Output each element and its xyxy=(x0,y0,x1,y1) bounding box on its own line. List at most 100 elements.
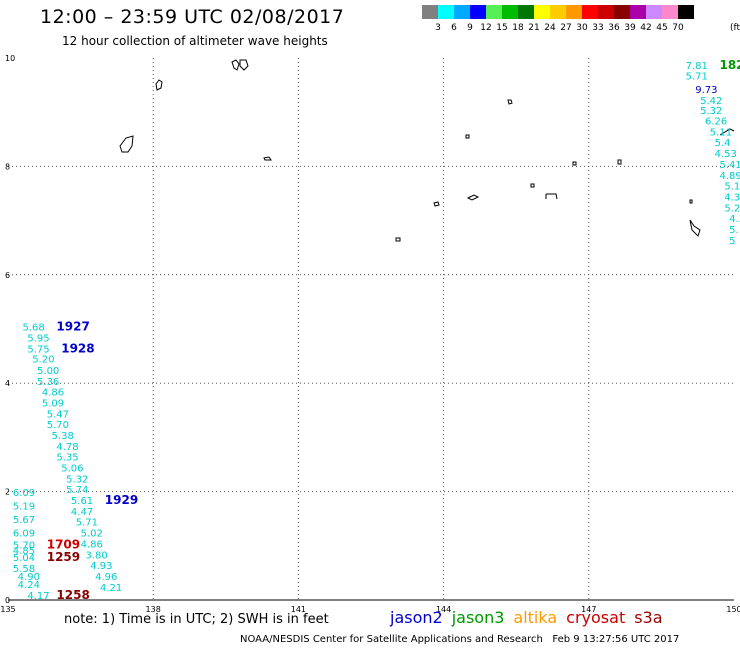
swh-label: 4.85 xyxy=(13,546,35,557)
swh-label: 4.90 xyxy=(18,572,40,583)
legend-label: 33 xyxy=(592,23,604,33)
island-outline xyxy=(719,128,735,136)
swh-label: 4.17 xyxy=(27,591,49,602)
legend-label: 15 xyxy=(496,23,508,33)
legend-swatch xyxy=(566,5,582,19)
swh-label: 5.75 xyxy=(27,344,49,355)
island-outline xyxy=(545,193,558,200)
island-outline xyxy=(572,161,577,166)
legend-label: 27 xyxy=(560,23,572,33)
legend-swatch xyxy=(438,5,454,19)
time-label: 1927 xyxy=(56,320,89,334)
island-outline xyxy=(395,237,401,242)
island-outline xyxy=(119,135,134,153)
swh-label: 5.2 xyxy=(724,203,740,214)
swh-label: 4.53 xyxy=(715,149,737,160)
legend-labels: 3 6 9 12 15 18 21 24 27 30 33 36 39 42 45 70 xyxy=(422,23,740,37)
y-tick-label: 8 xyxy=(5,162,10,171)
time-label: 1826 xyxy=(719,58,740,72)
swh-label: 5.32 xyxy=(700,106,722,117)
swh-label: 5 xyxy=(729,236,735,247)
swh-label: 5.42 xyxy=(700,96,722,107)
time-label: 1928 xyxy=(61,341,94,355)
swh-label: 5.36 xyxy=(37,377,59,388)
legend-swatch xyxy=(534,5,550,19)
legend-swatch xyxy=(678,5,694,19)
legend-label: 36 xyxy=(608,23,620,33)
legend-swatch xyxy=(662,5,678,19)
mission-jason3: jason3 xyxy=(451,608,505,627)
swh-label: 5.71 xyxy=(686,72,708,83)
legend-label: 70 xyxy=(672,23,684,33)
legend-swatch xyxy=(582,5,598,19)
time-label: 1709 xyxy=(47,538,80,552)
swh-label: 5.68 xyxy=(23,323,45,334)
swh-label: 6.26 xyxy=(705,117,727,128)
swh-label: 5.70 xyxy=(13,541,35,552)
credit-timestamp: Feb 9 13:27:56 UTC 2017 xyxy=(552,634,680,645)
swh-label: 4.96 xyxy=(95,572,117,583)
island-outline xyxy=(689,219,701,237)
swh-label: 5.71 xyxy=(76,518,98,529)
swh-label: 5.16 xyxy=(724,182,740,193)
swh-label: 4.89 xyxy=(719,171,740,182)
legend-label: 24 xyxy=(544,23,556,33)
swh-label: 5. xyxy=(729,225,739,236)
legend-swatch xyxy=(422,5,438,19)
legend-swatch xyxy=(470,5,486,19)
swh-label: 4.86 xyxy=(42,388,64,399)
credit-line: NOAA/NESDIS Center for Satellite Applica… xyxy=(240,634,679,645)
chart-subtitle: 12 hour collection of altimeter wave hei… xyxy=(62,34,328,48)
y-tick-label: 4 xyxy=(5,379,10,388)
swh-label: 5.58 xyxy=(13,564,35,575)
legend-swatch xyxy=(614,5,630,19)
mission-s3a: s3a xyxy=(634,608,663,627)
island-outline xyxy=(689,199,693,204)
x-tick-label: 144 xyxy=(436,605,451,614)
legend-label: 12 xyxy=(480,23,492,33)
swh-label: 5.47 xyxy=(47,409,69,420)
legend-label: 9 xyxy=(467,23,473,33)
swh-label: 5.19 xyxy=(13,501,35,512)
legend-swatch xyxy=(598,5,614,19)
legend-swatch xyxy=(646,5,662,19)
legend-label: 45 xyxy=(656,23,668,33)
swh-label: 5.00 xyxy=(37,366,59,377)
x-tick-label: 141 xyxy=(291,605,306,614)
x-tick-label: 150 xyxy=(726,605,740,614)
island-outline xyxy=(433,201,440,207)
y-tick-label: 10 xyxy=(5,54,15,63)
legend-swatch xyxy=(502,5,518,19)
legend-label: 39 xyxy=(624,23,636,33)
swh-label: 4.86 xyxy=(81,539,103,550)
legend-label: 3 xyxy=(435,23,441,33)
mission-altika: altika xyxy=(513,608,558,627)
swh-label: 5.06 xyxy=(61,464,83,475)
island-outline xyxy=(507,99,513,105)
legend-label: 6 xyxy=(451,23,457,33)
legend-swatch xyxy=(630,5,646,19)
legend-label: 30 xyxy=(576,23,588,33)
y-tick-label: 2 xyxy=(5,488,10,497)
legend-label: 21 xyxy=(528,23,540,33)
swh-label: 4.93 xyxy=(90,561,112,572)
time-label: 1259 xyxy=(47,550,80,564)
island-outline xyxy=(155,79,163,91)
swh-label: 5.11 xyxy=(710,128,732,139)
island-outline xyxy=(231,59,249,71)
credit-text: NOAA/NESDIS Center for Satellite Applica… xyxy=(240,634,543,645)
swh-label: 5.09 xyxy=(42,399,64,410)
swh-label: 5.4 xyxy=(715,138,731,149)
legend-label: 18 xyxy=(512,23,524,33)
legend-swatch xyxy=(454,5,470,19)
swh-label: 5.20 xyxy=(32,355,54,366)
swh-label: 6.09 xyxy=(13,529,35,540)
mission-jason2: jason2 xyxy=(390,608,443,627)
island-outline xyxy=(466,194,480,201)
legend-unit: (ft) xyxy=(730,23,740,33)
swh-label: 5.02 xyxy=(81,529,103,540)
legend-swatch xyxy=(518,5,534,19)
swh-label: 5.38 xyxy=(52,431,74,442)
swh-label: 3.80 xyxy=(85,550,107,561)
